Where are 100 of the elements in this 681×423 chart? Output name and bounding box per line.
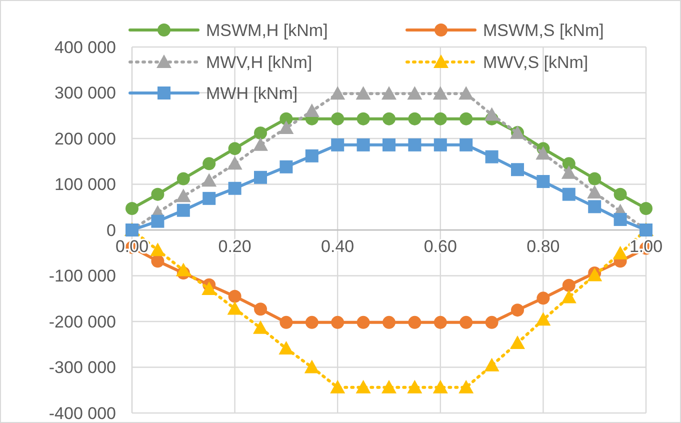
point <box>460 112 473 126</box>
point <box>484 107 500 121</box>
point <box>126 202 138 215</box>
point <box>278 120 294 134</box>
point <box>612 246 628 260</box>
point <box>382 86 396 100</box>
x-tick-label: 0.60 <box>424 237 457 256</box>
point <box>460 138 473 152</box>
point <box>254 170 267 184</box>
point <box>176 172 190 186</box>
point <box>511 163 524 176</box>
point <box>640 202 652 215</box>
point <box>305 149 318 162</box>
point <box>305 316 318 329</box>
point <box>434 316 447 329</box>
point <box>536 292 550 305</box>
point <box>382 138 396 152</box>
legend-label: MSWM,H [kNm] <box>206 20 328 40</box>
y-tick-label: -300 000 <box>48 358 116 378</box>
point <box>253 320 268 334</box>
point <box>382 380 396 394</box>
point <box>331 316 344 329</box>
point <box>408 138 422 152</box>
point <box>280 160 293 174</box>
point <box>331 138 344 152</box>
y-tick-label: -400 000 <box>48 404 116 423</box>
point <box>356 138 370 152</box>
legend-label: MSWM,S [kNm] <box>483 20 604 40</box>
point <box>510 336 525 349</box>
point <box>382 316 396 329</box>
point <box>587 184 602 198</box>
point <box>202 157 216 170</box>
point <box>331 112 344 126</box>
point <box>485 150 498 164</box>
point <box>432 380 448 394</box>
point <box>356 112 370 126</box>
point <box>536 312 551 326</box>
point <box>562 157 576 170</box>
y-tick-label: -200 000 <box>48 312 116 332</box>
point <box>202 173 217 187</box>
point <box>382 112 396 126</box>
point <box>485 316 498 329</box>
point <box>484 358 500 372</box>
point <box>254 302 267 316</box>
point <box>356 316 370 329</box>
point <box>151 254 164 268</box>
point <box>150 242 166 256</box>
legend-label: MWH [kNm] <box>206 84 298 103</box>
point <box>408 112 422 126</box>
point <box>176 188 191 202</box>
point <box>253 137 268 151</box>
point <box>588 200 602 214</box>
point <box>434 138 447 152</box>
x-tick-label: 0.40 <box>321 237 354 256</box>
point <box>356 380 371 394</box>
x-tick-label: 0.20 <box>218 237 252 256</box>
point <box>562 188 576 201</box>
legend-label: MWV,S [kNm] <box>483 52 588 72</box>
y-tick-label: 0 <box>106 220 116 240</box>
point <box>561 165 576 179</box>
point <box>151 188 164 201</box>
point <box>562 278 576 292</box>
point <box>614 212 627 226</box>
point <box>304 104 320 118</box>
point <box>202 282 217 296</box>
point <box>330 86 346 100</box>
point <box>228 290 242 303</box>
point <box>434 112 447 126</box>
point <box>588 172 602 186</box>
point <box>407 86 422 100</box>
y-tick-label: 200 000 <box>54 129 116 148</box>
y-tick-label: -100 000 <box>48 266 116 286</box>
point <box>227 301 242 315</box>
point <box>511 304 524 317</box>
point <box>176 204 190 217</box>
point <box>151 214 164 228</box>
y-tick-label: 400 000 <box>54 38 116 57</box>
point <box>228 182 242 195</box>
point <box>227 156 242 170</box>
point <box>458 86 474 100</box>
point <box>176 262 191 276</box>
point <box>458 380 474 394</box>
point <box>228 142 242 156</box>
point <box>614 188 627 201</box>
point <box>356 86 371 100</box>
point <box>280 316 293 329</box>
point <box>330 380 346 394</box>
point <box>202 192 216 205</box>
point <box>408 316 422 329</box>
point <box>278 340 294 354</box>
point <box>407 380 422 394</box>
y-tick-label: 300 000 <box>54 84 116 103</box>
point <box>254 126 267 140</box>
point <box>536 175 550 188</box>
point <box>536 146 551 160</box>
legend-label: MWV,H [kNm] <box>206 52 312 72</box>
point <box>460 316 473 329</box>
point <box>432 86 448 100</box>
x-tick-label: 0.80 <box>526 237 560 256</box>
point <box>561 290 576 304</box>
